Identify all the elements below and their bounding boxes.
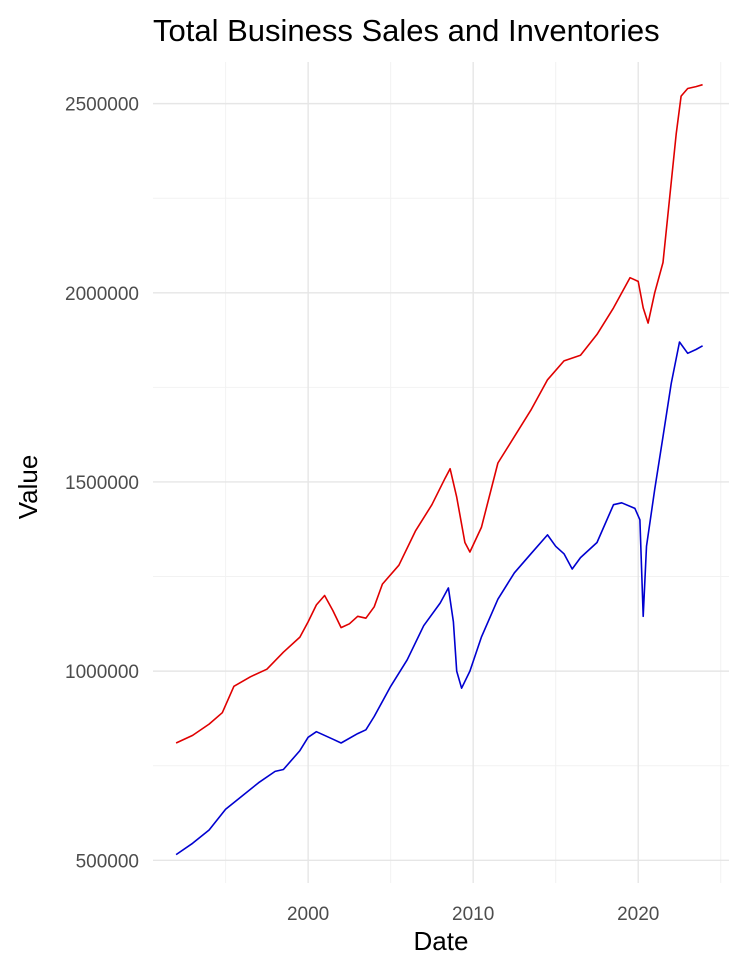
y-tick-label: 2500000 <box>65 95 139 116</box>
series-line-1 <box>175 83 703 744</box>
series-line-2 <box>175 341 703 856</box>
series-lines <box>175 83 703 856</box>
chart-title: Total Business Sales and Inventories <box>153 13 660 48</box>
x-tick-label: 2020 <box>617 904 659 925</box>
y-axis-label: Value <box>13 455 43 520</box>
y-tick-label: 500000 <box>76 851 139 872</box>
grid <box>153 62 729 883</box>
y-tick-label: 1000000 <box>65 662 139 683</box>
y-tick-label: 1500000 <box>65 473 139 494</box>
axis-labels: 2000 2010 2020 500000 1000000 1500000 2000000 2… <box>65 95 659 925</box>
x-tick-label: 2000 <box>287 904 329 925</box>
y-tick-label: 2000000 <box>65 284 139 305</box>
x-axis-label: Date <box>414 926 469 956</box>
x-tick-label: 2010 <box>452 904 494 925</box>
